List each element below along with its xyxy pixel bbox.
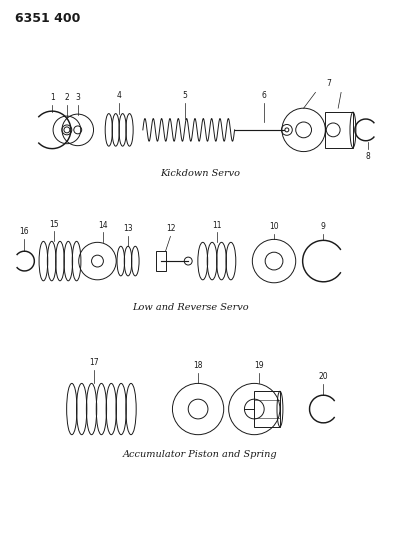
Text: Low and Reverse Servo: Low and Reverse Servo (132, 303, 248, 311)
Text: 3: 3 (75, 93, 80, 102)
Text: 5: 5 (183, 91, 188, 100)
Text: 6: 6 (262, 91, 266, 100)
Bar (325, 112, 353, 148)
Text: Accumulator Piston and Spring: Accumulator Piston and Spring (123, 450, 277, 459)
Text: 9: 9 (321, 222, 326, 231)
Text: 4: 4 (117, 91, 122, 100)
Bar (156, 251, 166, 271)
Text: 11: 11 (212, 221, 222, 230)
Text: 14: 14 (99, 221, 108, 230)
Text: 17: 17 (89, 358, 98, 367)
Text: Kickdown Servo: Kickdown Servo (160, 169, 240, 179)
Text: 2: 2 (64, 93, 69, 102)
Bar (254, 391, 280, 427)
Text: 20: 20 (319, 373, 328, 382)
Text: 18: 18 (193, 361, 203, 369)
Text: 15: 15 (49, 220, 59, 229)
Text: 12: 12 (166, 224, 175, 233)
Text: 16: 16 (20, 228, 29, 237)
Text: 6351 400: 6351 400 (15, 12, 80, 25)
Text: 10: 10 (269, 222, 279, 231)
Text: 13: 13 (123, 224, 133, 233)
Text: 8: 8 (366, 151, 370, 160)
Text: 19: 19 (255, 361, 264, 369)
Text: 7: 7 (326, 79, 331, 88)
Text: 1: 1 (50, 93, 55, 102)
